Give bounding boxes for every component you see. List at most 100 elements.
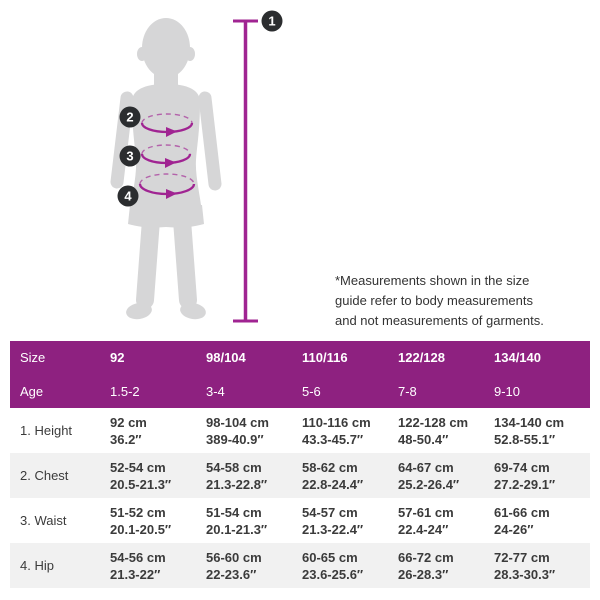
measurement-figure: 1 2 3 4 — [110, 10, 283, 323]
marker-4-circle — [117, 185, 139, 207]
inch-value: 48-50.4″ — [398, 431, 449, 447]
marker-3-number: 3 — [126, 149, 133, 164]
inch-value: 389-40.9″ — [206, 431, 264, 447]
limbs — [110, 91, 222, 309]
girth-measure-lines — [138, 113, 196, 199]
size-label: Size — [20, 350, 46, 365]
right-foot — [180, 302, 206, 320]
age-col-2: 5-6 — [302, 383, 321, 399]
right-arm — [198, 91, 222, 191]
table-row-hip: 4. Hip 54-56 cm 21.3-22″ 56-60 cm 22-23.6″… — [10, 543, 590, 588]
inch-value: 36.2″ — [110, 431, 142, 447]
cm-value: 92 cm — [110, 414, 147, 430]
inch-value: 21.3-22.8″ — [206, 476, 268, 492]
age-label: Age — [20, 383, 44, 399]
right-leg — [173, 211, 197, 309]
chest-ellipse-back — [141, 113, 193, 124]
shorts — [128, 205, 204, 228]
marker-1-circle — [261, 10, 283, 32]
hip-arrowhead — [166, 189, 177, 199]
row-label-chest: 2. Chest — [20, 468, 69, 483]
waist-cell-2: 54-57 cm 21.3-22.4″ — [302, 504, 398, 538]
size-col-2: 110/116 — [302, 350, 348, 365]
waist-cell-4: 61-66 cm 24-26″ — [494, 504, 590, 538]
cm-value: 64-67 cm — [398, 459, 454, 475]
size-col-1: 98/104 — [206, 350, 246, 365]
waist-cell-1: 51-54 cm 20.1-21.3″ — [206, 504, 302, 538]
inch-value: 43.3-45.7″ — [302, 431, 364, 447]
chest-cell-1: 54-58 cm 21.3-22.8″ — [206, 459, 302, 493]
cm-value: 134-140 cm — [494, 414, 565, 430]
marker-4-number: 4 — [124, 189, 132, 204]
cm-value: 54-57 cm — [302, 504, 358, 520]
height-cell-0: 92 cm 36.2″ — [110, 414, 206, 448]
chest-arrowhead — [166, 127, 177, 137]
size-header-row: Size 92 98/104 110/116 122/128 134/140 — [10, 341, 590, 374]
neck — [154, 62, 178, 88]
waist-cell-0: 51-52 cm 20.1-20.5″ — [110, 504, 206, 538]
cm-value: 58-62 cm — [302, 459, 358, 475]
row-label-hip: 4. Hip — [20, 558, 54, 573]
size-col-3: 122/128 — [398, 350, 445, 365]
cm-value: 69-74 cm — [494, 459, 550, 475]
inch-value: 22-23.6″ — [206, 566, 257, 582]
hip-cell-2: 60-65 cm 23.6-25.6″ — [302, 549, 398, 583]
chest-cell-3: 64-67 cm 25.2-26.4″ — [398, 459, 494, 493]
hip-cell-0: 54-56 cm 21.3-22″ — [110, 549, 206, 583]
size-table-header: Size 92 98/104 110/116 122/128 134/140 A… — [10, 341, 590, 408]
age-col-4: 9-10 — [494, 383, 521, 399]
inch-value: 22.8-24.4″ — [302, 476, 364, 492]
cm-value: 122-128 cm — [398, 414, 469, 430]
marker-3-circle — [119, 145, 141, 167]
waist-cell-3: 57-61 cm 22.4-24″ — [398, 504, 494, 538]
cm-value: 60-65 cm — [302, 549, 358, 565]
table-row-waist: 3. Waist 51-52 cm 20.1-20.5″ 51-54 cm 20.1… — [10, 498, 590, 543]
child-silhouette-diagram: 1 2 3 4 — [110, 10, 283, 323]
marker-2-circle — [119, 106, 141, 128]
height-cell-1: 98-104 cm 389-40.9″ — [206, 414, 302, 448]
cm-value: 51-54 cm — [206, 504, 262, 520]
inch-value: 20.1-21.3″ — [206, 521, 268, 537]
age-col-0: 1.5-2 — [110, 383, 140, 399]
age-col-3: 7-8 — [398, 383, 417, 399]
table-row-height: 1. Height 92 cm 36.2″ 98-104 cm 389-40.9″ … — [10, 408, 590, 453]
inch-value: 26-28.3″ — [398, 566, 449, 582]
left-foot — [126, 302, 152, 320]
chest-cell-0: 52-54 cm 20.5-21.3″ — [110, 459, 206, 493]
chest-cell-4: 69-74 cm 27.2-29.1″ — [494, 459, 590, 493]
height-cell-4: 134-140 cm 52.8-55.1″ — [494, 414, 590, 448]
cm-value: 110-116 cm — [302, 414, 371, 430]
waist-ellipse-back — [141, 144, 191, 155]
age-header-row: Age 1.5-2 3-4 5-6 7-8 9-10 — [10, 374, 590, 408]
hip-ellipse-back — [139, 173, 195, 185]
hip-cell-1: 56-60 cm 22-23.6″ — [206, 549, 302, 583]
size-col-4: 134/140 — [494, 350, 541, 365]
cm-value: 52-54 cm — [110, 459, 166, 475]
inch-value: 20.5-21.3″ — [110, 476, 172, 492]
cm-value: 54-58 cm — [206, 459, 262, 475]
waist-arrowhead — [165, 158, 176, 168]
cm-value: 72-77 cm — [494, 549, 550, 565]
inch-value: 25.2-26.4″ — [398, 476, 460, 492]
cm-value: 56-60 cm — [206, 549, 262, 565]
cm-value: 98-104 cm — [206, 414, 269, 430]
height-measure-line — [233, 19, 258, 323]
note-line-3: and not measurements of garments. — [335, 313, 544, 328]
inch-value: 21.3-22″ — [110, 566, 161, 582]
cm-value: 57-61 cm — [398, 504, 454, 520]
inch-value: 28.3-30.3″ — [494, 566, 556, 582]
inch-value: 22.4-24″ — [398, 521, 449, 537]
inch-value: 23.6-25.6″ — [302, 566, 364, 582]
table-row-chest: 2. Chest 52-54 cm 20.5-21.3″ 54-58 cm 21.3… — [10, 453, 590, 498]
note-line-1: *Measurements shown in the size — [335, 273, 530, 288]
marker-1-number: 1 — [268, 14, 275, 29]
cm-value: 66-72 cm — [398, 549, 454, 565]
size-table: Size 92 98/104 110/116 122/128 134/140 A… — [10, 341, 590, 588]
inch-value: 20.1-20.5″ — [110, 521, 172, 537]
height-cell-3: 122-128 cm 48-50.4″ — [398, 414, 494, 448]
left-leg — [136, 211, 160, 309]
cm-value: 54-56 cm — [110, 549, 166, 565]
chest-cell-2: 58-62 cm 22.8-24.4″ — [302, 459, 398, 493]
hip-cell-4: 72-77 cm 28.3-30.3″ — [494, 549, 590, 583]
